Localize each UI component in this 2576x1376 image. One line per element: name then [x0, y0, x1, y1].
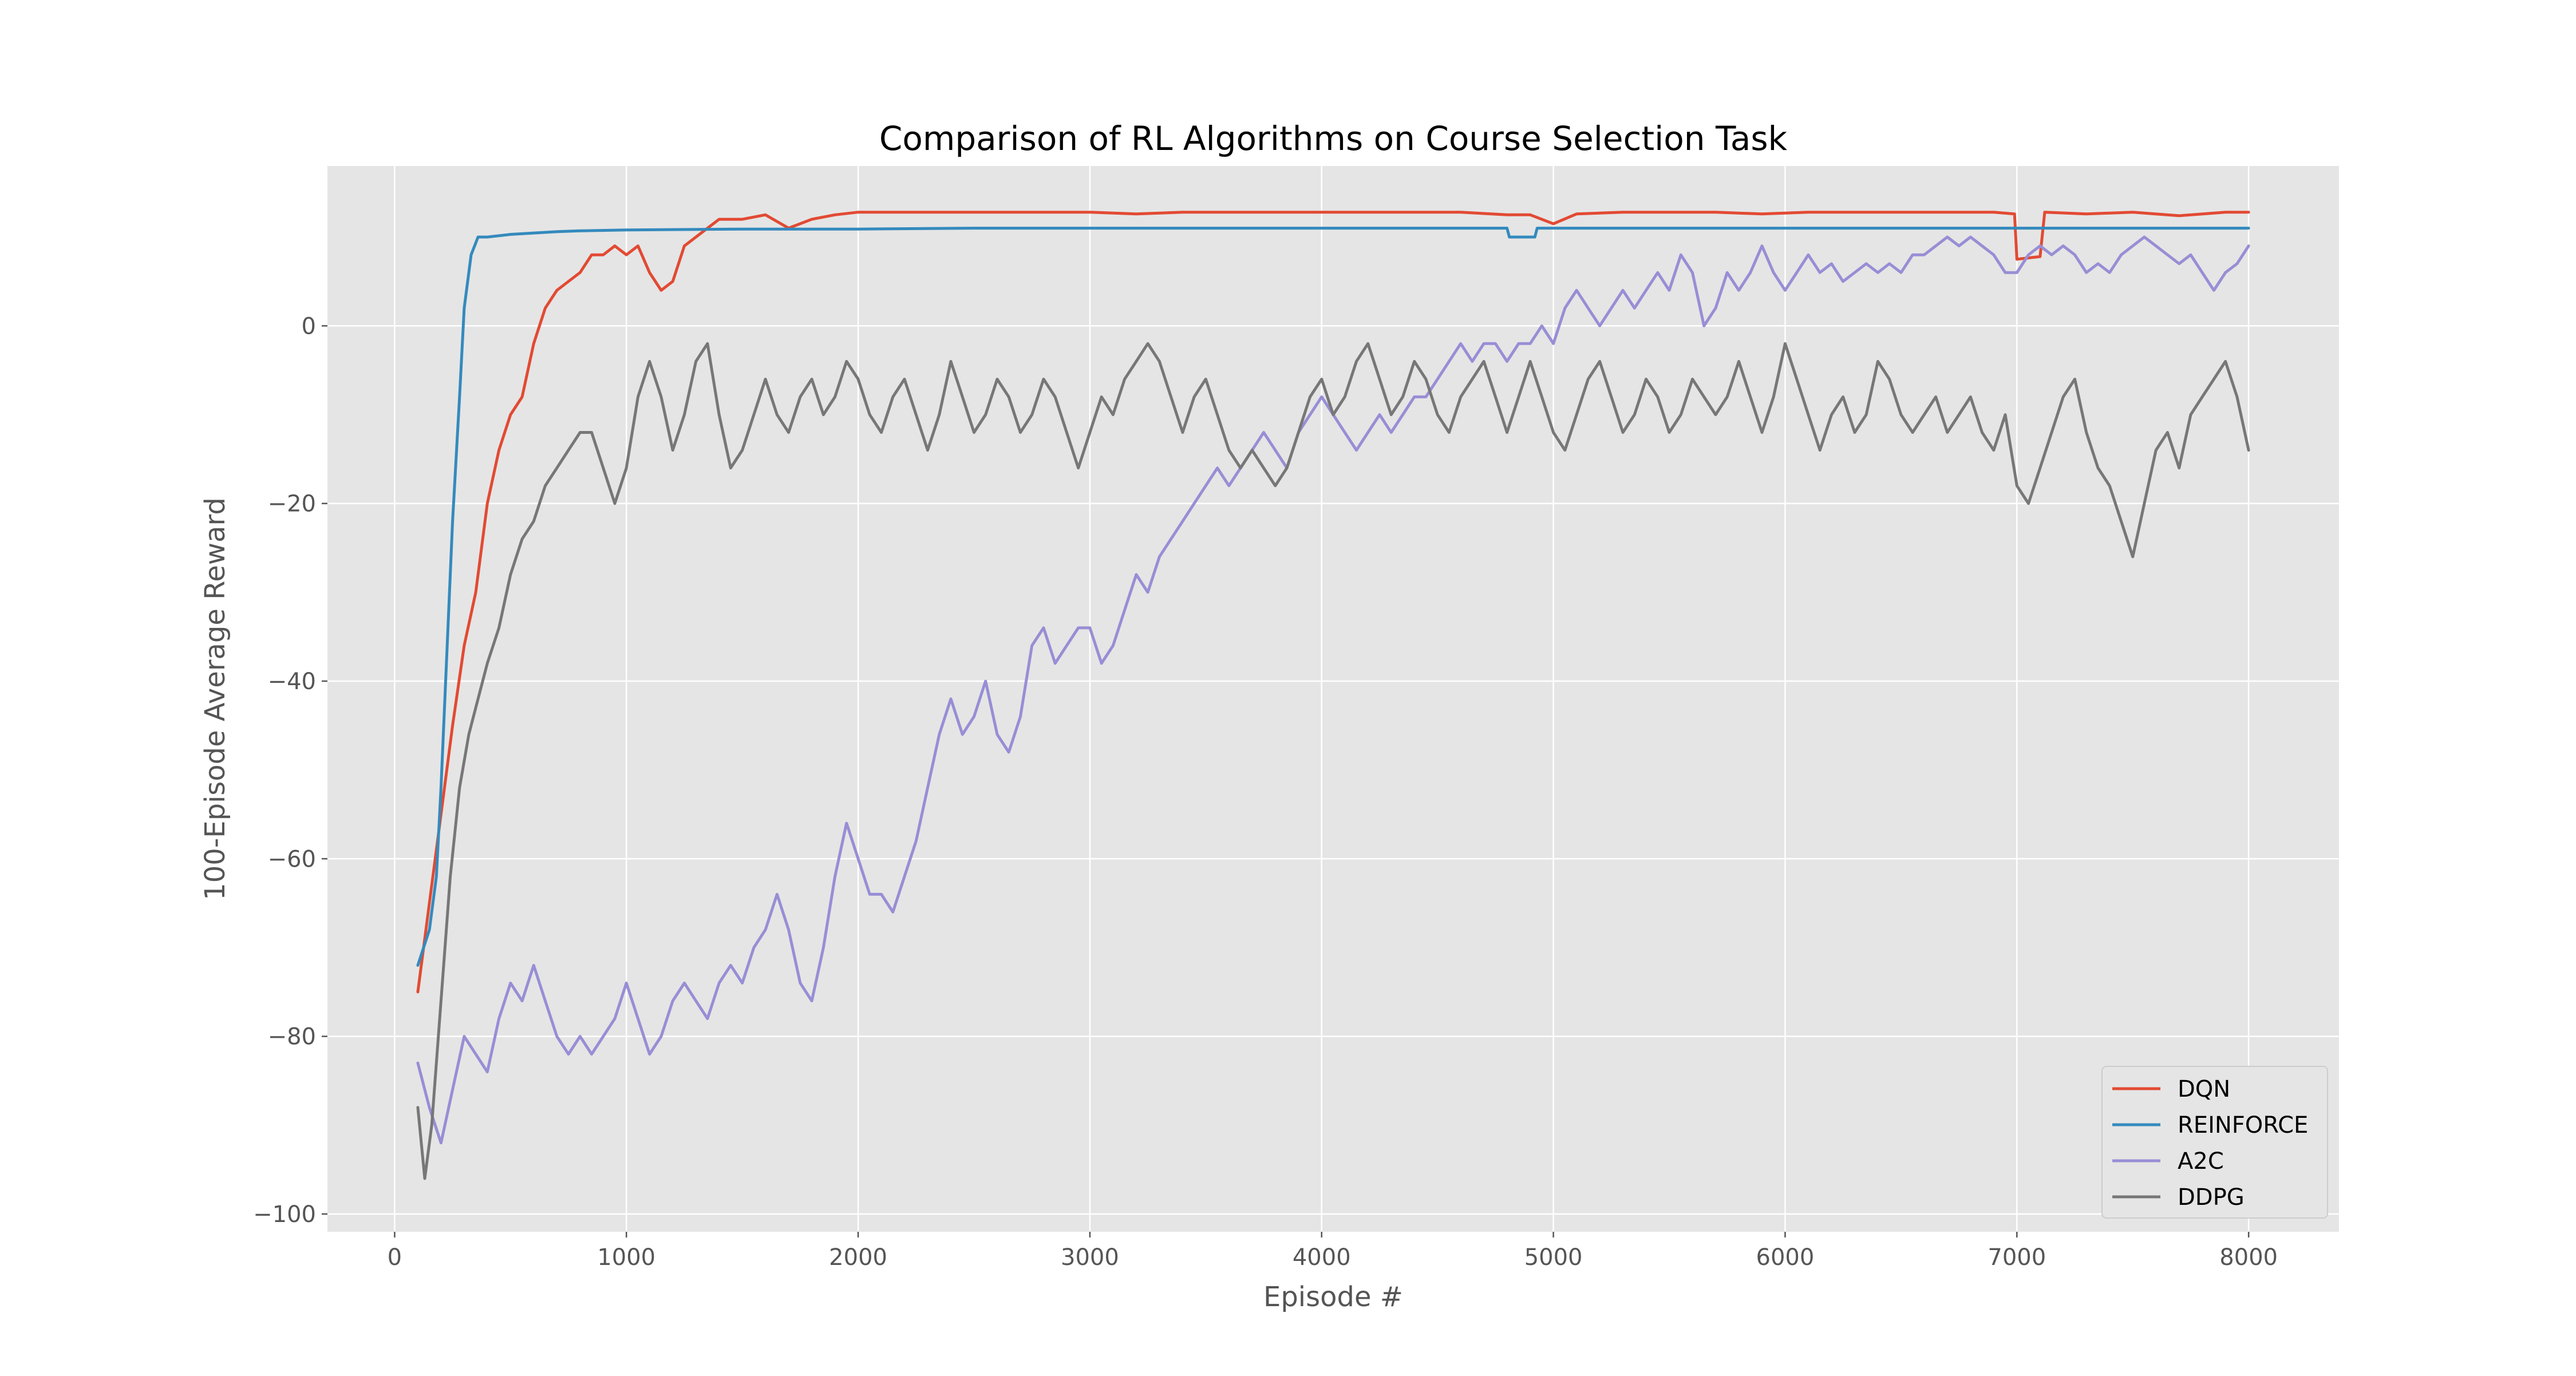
x-axis-label: Episode #: [1263, 1281, 1403, 1313]
legend-label-a2c: A2C: [2178, 1148, 2224, 1175]
y-tick-label: −80: [268, 1024, 316, 1050]
legend-box: [2101, 1066, 2328, 1219]
series-line-ddpg: [416, 342, 2250, 1180]
legend-label-reinforce: REINFORCE: [2178, 1112, 2308, 1138]
x-tick-label: 1000: [597, 1244, 655, 1271]
series-line-reinforce: [416, 227, 2250, 967]
axis-ticks: 0 1000 2000 3000 4000 5000 6000 7000 8000 −100 −80…: [253, 313, 2278, 1271]
y-tick-label: −100: [253, 1201, 316, 1228]
y-tick-label: 0: [302, 313, 316, 339]
x-tick-label: 4000: [1293, 1244, 1351, 1271]
legend: DQN REINFORCE A2C DDPG: [2101, 1066, 2328, 1219]
y-tick-label: −20: [268, 491, 316, 517]
y-axis-label: 100-Episode Average Reward: [199, 497, 231, 900]
x-tick-label: 3000: [1061, 1244, 1119, 1271]
legend-label-dqn: DQN: [2178, 1076, 2230, 1102]
chart-title: Comparison of RL Algorithms on Course Se…: [879, 119, 1788, 158]
x-tick-label: 2000: [829, 1244, 887, 1271]
x-tick-label: 0: [388, 1244, 402, 1271]
x-tick-label: 5000: [1524, 1244, 1583, 1271]
y-tick-label: −60: [268, 846, 316, 872]
x-tick-label: 6000: [1756, 1244, 1815, 1271]
x-tick-label: 8000: [2219, 1244, 2278, 1271]
plot-area: [327, 166, 2339, 1232]
legend-label-ddpg: DDPG: [2178, 1184, 2245, 1211]
y-tick-label: −40: [268, 669, 316, 695]
x-tick-label: 7000: [1988, 1244, 2046, 1271]
series-line-dqn: [416, 211, 2250, 994]
series-lines: [416, 211, 2250, 1180]
